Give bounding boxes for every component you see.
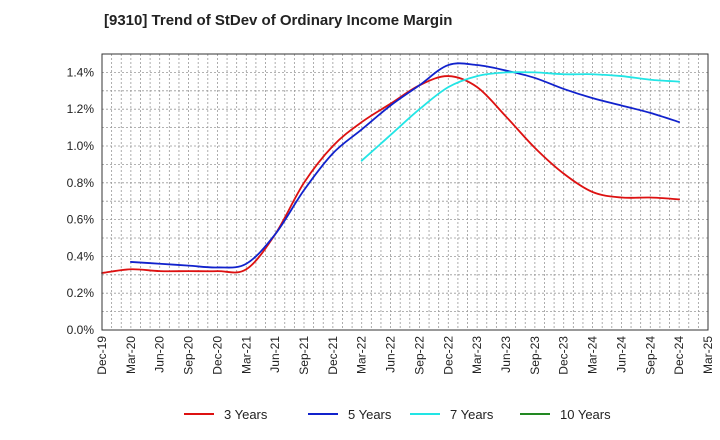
legend: 3 Years 5 Years 7 Years 10 Years <box>184 407 611 422</box>
x-tick-label: Jun-20 <box>153 336 167 373</box>
grid <box>102 54 708 330</box>
x-tick-label: Jun-21 <box>268 336 282 373</box>
x-tick-label: Sep-22 <box>412 336 426 375</box>
y-tick-label: 0.4% <box>67 249 95 263</box>
chart-title: [9310] Trend of StDev of Ordinary Income… <box>104 12 453 29</box>
x-tick-label: Dec-24 <box>672 336 686 375</box>
x-axis: Dec-19 Mar-20 Jun-20 Sep-20 Dec-20 Mar-21 Jun-… <box>95 336 715 375</box>
x-tick-label: Mar-23 <box>470 336 484 374</box>
x-tick-label: Dec-20 <box>210 336 224 375</box>
y-tick-label: 1.4% <box>67 65 95 79</box>
legend-label: 10 Years <box>560 407 611 422</box>
x-tick-label: Mar-25 <box>701 336 715 374</box>
legend-label: 3 Years <box>224 407 268 422</box>
x-tick-label: Sep-24 <box>643 336 657 375</box>
series-lines <box>101 62 681 274</box>
x-tick-label: Dec-21 <box>326 336 340 375</box>
x-tick-label: Dec-22 <box>441 336 455 375</box>
y-axis: 0.0% 0.2% 0.4% 0.6% 0.8% 1.0% 1.2% 1.4% <box>67 65 95 337</box>
x-tick-label: Mar-21 <box>239 336 253 374</box>
x-tick-label: Jun-22 <box>384 336 398 373</box>
series-line-5-years <box>129 62 681 269</box>
plot-frame <box>101 53 709 331</box>
x-tick-label: Jun-24 <box>614 336 628 373</box>
y-tick-label: 1.0% <box>67 139 95 153</box>
x-tick-label: Dec-23 <box>557 336 571 375</box>
x-tick-label: Sep-20 <box>182 336 196 375</box>
y-tick-label: 0.2% <box>67 286 95 300</box>
x-tick-label: Dec-19 <box>95 336 109 375</box>
x-tick-label: Sep-21 <box>297 336 311 375</box>
x-tick-label: Jun-23 <box>499 336 513 373</box>
x-tick-label: Mar-24 <box>586 336 600 374</box>
legend-label: 5 Years <box>348 407 392 422</box>
x-tick-label: Mar-22 <box>355 336 369 374</box>
y-tick-label: 0.0% <box>67 323 95 337</box>
legend-label: 7 Years <box>450 407 494 422</box>
x-tick-label: Sep-23 <box>528 336 542 375</box>
series-line-3-years <box>101 75 681 274</box>
x-tick-label: Mar-20 <box>124 336 138 374</box>
y-tick-label: 1.2% <box>67 102 95 116</box>
series-line-7-years <box>360 71 681 162</box>
y-tick-label: 0.6% <box>67 213 95 227</box>
y-tick-label: 0.8% <box>67 176 95 190</box>
